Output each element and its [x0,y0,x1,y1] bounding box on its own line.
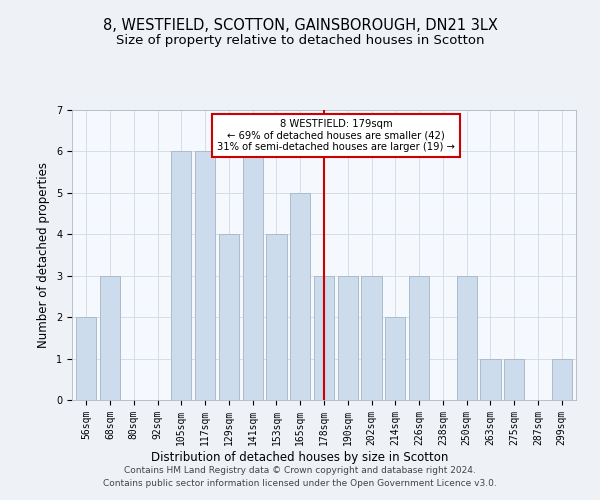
Bar [171,152,191,400]
Text: 8, WESTFIELD, SCOTTON, GAINSBOROUGH, DN21 3LX: 8, WESTFIELD, SCOTTON, GAINSBOROUGH, DN2… [103,18,497,32]
Bar [314,276,334,400]
Bar [219,234,239,400]
Bar [385,317,406,400]
Bar [266,234,287,400]
Bar [457,276,477,400]
Bar [338,276,358,400]
Bar [504,358,524,400]
Bar [242,152,263,400]
Bar [409,276,429,400]
Y-axis label: Number of detached properties: Number of detached properties [37,162,50,348]
Text: 8 WESTFIELD: 179sqm
← 69% of detached houses are smaller (42)
31% of semi-detach: 8 WESTFIELD: 179sqm ← 69% of detached ho… [217,119,455,152]
Text: Contains HM Land Registry data © Crown copyright and database right 2024.
Contai: Contains HM Land Registry data © Crown c… [103,466,497,487]
Text: Size of property relative to detached houses in Scotton: Size of property relative to detached ho… [116,34,484,47]
Bar [551,358,572,400]
Bar [100,276,120,400]
Bar [195,152,215,400]
Bar [290,193,310,400]
Bar [76,317,97,400]
Text: Distribution of detached houses by size in Scotton: Distribution of detached houses by size … [151,451,449,464]
Bar [481,358,500,400]
Bar [361,276,382,400]
